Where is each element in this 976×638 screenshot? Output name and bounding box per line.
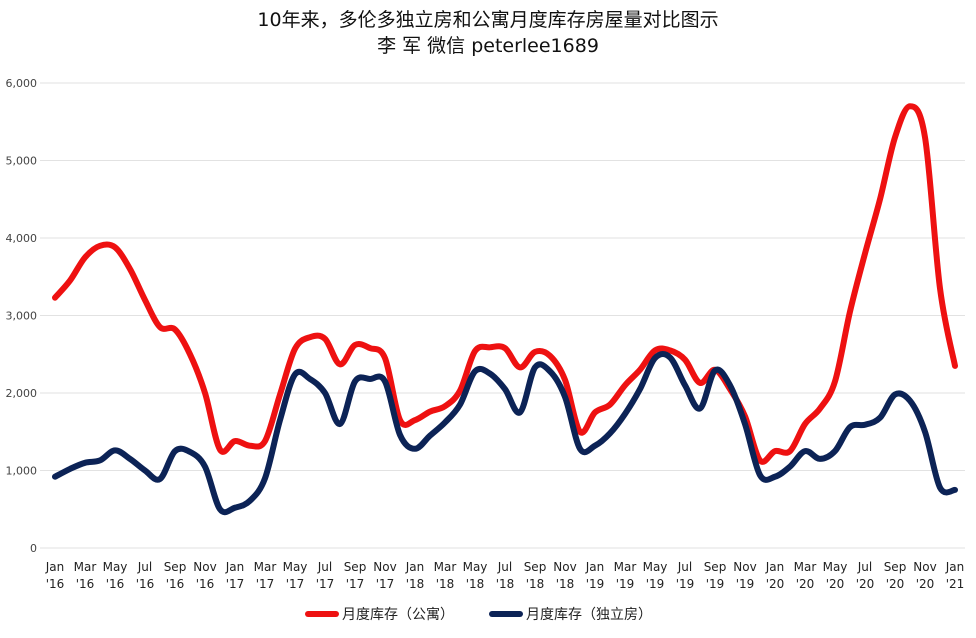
x-tick-label-year: '16: [136, 577, 155, 591]
x-tick-label-year: '19: [646, 577, 665, 591]
x-tick-label: Sep: [524, 560, 547, 574]
x-tick-label-year: '20: [826, 577, 845, 591]
x-tick-label: Jan: [945, 560, 965, 574]
x-tick-label-year: '20: [766, 577, 785, 591]
x-tick-label-year: '16: [46, 577, 65, 591]
y-tick-label: 5,000: [6, 155, 38, 168]
x-tick-label: May: [463, 560, 488, 574]
x-tick-label: Sep: [884, 560, 907, 574]
x-tick-label-year: '19: [736, 577, 755, 591]
x-tick-label-year: '20: [796, 577, 815, 591]
x-tick-label: May: [823, 560, 848, 574]
y-tick-label: 4,000: [6, 232, 38, 245]
x-tick-label: Nov: [373, 560, 396, 574]
x-tick-label-year: '18: [496, 577, 515, 591]
x-tick-label-year: '17: [226, 577, 245, 591]
x-tick-label: May: [283, 560, 308, 574]
x-tick-label-year: '19: [676, 577, 695, 591]
chart-title: 10年来，多伦多独立房和公寓月度库存房屋量对比图示: [257, 9, 719, 31]
x-tick-label: Jan: [585, 560, 605, 574]
legend-item-condo: 月度库存（公寓）: [305, 606, 454, 623]
x-tick-label-year: '18: [526, 577, 545, 591]
x-tick-label-year: '19: [706, 577, 725, 591]
legend-label: 月度库存（公寓）: [342, 606, 454, 623]
x-tick-label: Sep: [704, 560, 727, 574]
x-tick-label: Sep: [344, 560, 367, 574]
x-tick-label: Sep: [164, 560, 187, 574]
x-tick-label: Jan: [405, 560, 425, 574]
x-tick-label: Jan: [225, 560, 245, 574]
x-tick-label: Mar: [794, 560, 817, 574]
y-axis-ticks: 0 1,000 2,000 3,000 4,000 5,000 6,000: [6, 77, 38, 555]
x-tick-label-year: '17: [316, 577, 335, 591]
x-tick-label-year: '18: [436, 577, 455, 591]
x-tick-label-year: '19: [616, 577, 635, 591]
y-tick-label: 1,000: [6, 465, 38, 478]
x-tick-label: Nov: [193, 560, 216, 574]
x-tick-label: Jul: [317, 560, 332, 574]
x-tick-label: Mar: [74, 560, 97, 574]
x-tick-label: Jan: [765, 560, 785, 574]
y-tick-label: 0: [30, 542, 37, 555]
x-tick-label-year: '20: [856, 577, 875, 591]
x-tick-label: Jul: [677, 560, 692, 574]
x-tick-label-year: '17: [376, 577, 395, 591]
x-tick-label-year: '18: [466, 577, 485, 591]
legend-label: 月度库存（独立房）: [526, 607, 652, 623]
x-tick-label-year: '20: [916, 577, 935, 591]
y-tick-label: 3,000: [6, 310, 38, 323]
x-tick-label: Mar: [434, 560, 457, 574]
x-tick-label: May: [103, 560, 128, 574]
x-tick-label-year: '20: [886, 577, 905, 591]
x-tick-label: Mar: [254, 560, 277, 574]
legend-item-detached: 月度库存（独立房）: [489, 607, 652, 623]
y-tick-label: 6,000: [6, 77, 38, 90]
x-axis-ticks: Jan '16 Mar '16 May '16 Jul '16 Sep '16 Nov '16 Jan '…: [45, 560, 965, 591]
series-line-condo: [52, 103, 958, 465]
x-tick-label-year: '16: [106, 577, 125, 591]
x-tick-label: May: [643, 560, 668, 574]
x-tick-label: Jan: [45, 560, 65, 574]
x-tick-label-year: '16: [196, 577, 215, 591]
x-tick-label: Nov: [913, 560, 936, 574]
x-tick-label-year: '21: [946, 577, 965, 591]
y-tick-label: 2,000: [6, 387, 38, 400]
x-tick-label-year: '17: [346, 577, 365, 591]
x-tick-label-year: '17: [256, 577, 275, 591]
x-tick-label-year: '17: [286, 577, 305, 591]
x-tick-label: Jul: [497, 560, 512, 574]
x-tick-label: Jul: [137, 560, 152, 574]
x-tick-label: Nov: [553, 560, 576, 574]
x-tick-label-year: '18: [406, 577, 425, 591]
series-lines: [52, 103, 958, 516]
x-tick-label-year: '16: [166, 577, 185, 591]
x-tick-label-year: '18: [556, 577, 575, 591]
gridlines: [40, 82, 965, 549]
chart-subtitle: 李 军 微信 peterlee1689: [377, 35, 599, 57]
x-tick-label: Jul: [857, 560, 872, 574]
x-tick-label: Mar: [614, 560, 637, 574]
series-line-detached: [52, 351, 958, 516]
x-tick-label: Nov: [733, 560, 756, 574]
x-tick-label-year: '19: [586, 577, 605, 591]
legend: 月度库存（公寓） 月度库存（独立房）: [305, 606, 652, 623]
x-tick-label-year: '16: [76, 577, 95, 591]
